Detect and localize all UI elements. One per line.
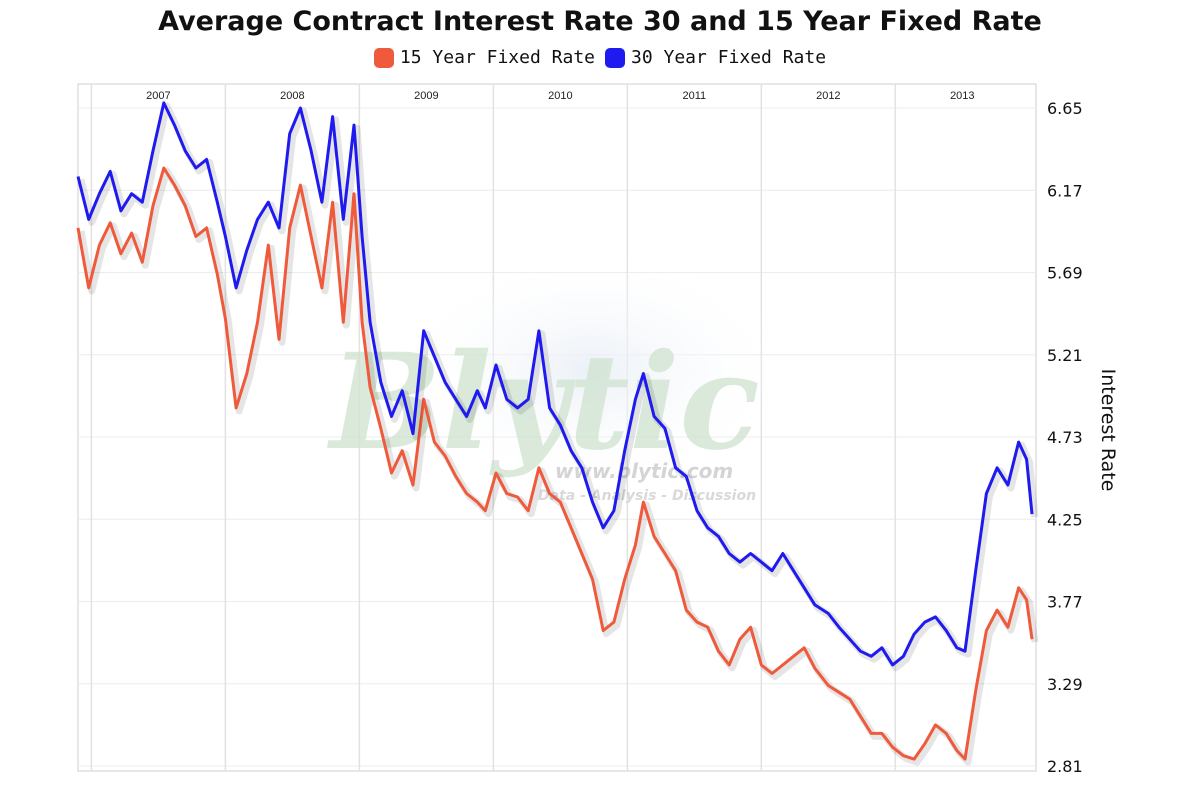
y-axis-ticks: 2.81 3.29 3.77 4.25 4.73 5.21 5.69 6.17 6.65 [1047,99,1083,776]
y-tick-label: 5.69 [1047,264,1083,283]
legend: 15 Year Fixed Rate 30 Year Fixed Rate [0,47,1200,68]
year-label: 2013 [950,90,974,102]
legend-item-15-year[interactable]: 15 Year Fixed Rate [373,47,595,68]
legend-swatch-15-year [373,47,394,68]
year-label: 2011 [683,90,707,102]
year-label: 2007 [146,90,170,102]
legend-label-30-year: 30 Year Fixed Rate [631,47,827,68]
y-axis-label: Interest Rate [1097,369,1119,492]
y-tick-label: 6.65 [1047,99,1083,118]
watermark-tagline: Data - Analysis - Discussion [538,488,756,504]
y-tick-label: 3.29 [1047,675,1083,694]
chart-title: Average Contract Interest Rate 30 and 15… [158,6,1042,37]
y-tick-label: 5.21 [1047,346,1083,365]
y-tick-label: 2.81 [1047,757,1083,776]
y-tick-label: 3.77 [1047,593,1083,612]
y-tick-label: 4.25 [1047,510,1083,529]
y-tick-label: 4.73 [1047,428,1083,447]
year-label: 2010 [548,90,572,102]
year-label: 2009 [414,90,438,102]
legend-label-15-year: 15 Year Fixed Rate [399,47,595,68]
y-tick-label: 6.17 [1047,181,1083,200]
legend-swatch-30-year [605,47,625,68]
year-label: 2012 [816,90,840,102]
x-axis-year-labels: 2007 2008 2009 2010 2011 2012 2013 [146,90,974,102]
series-line-1 [76,101,1034,667]
series-line-0 [76,166,1034,761]
legend-item-30-year[interactable]: 30 Year Fixed Rate [605,47,826,68]
year-label: 2008 [280,90,304,102]
grid-lines [78,84,1036,771]
series-lines [76,101,1039,766]
